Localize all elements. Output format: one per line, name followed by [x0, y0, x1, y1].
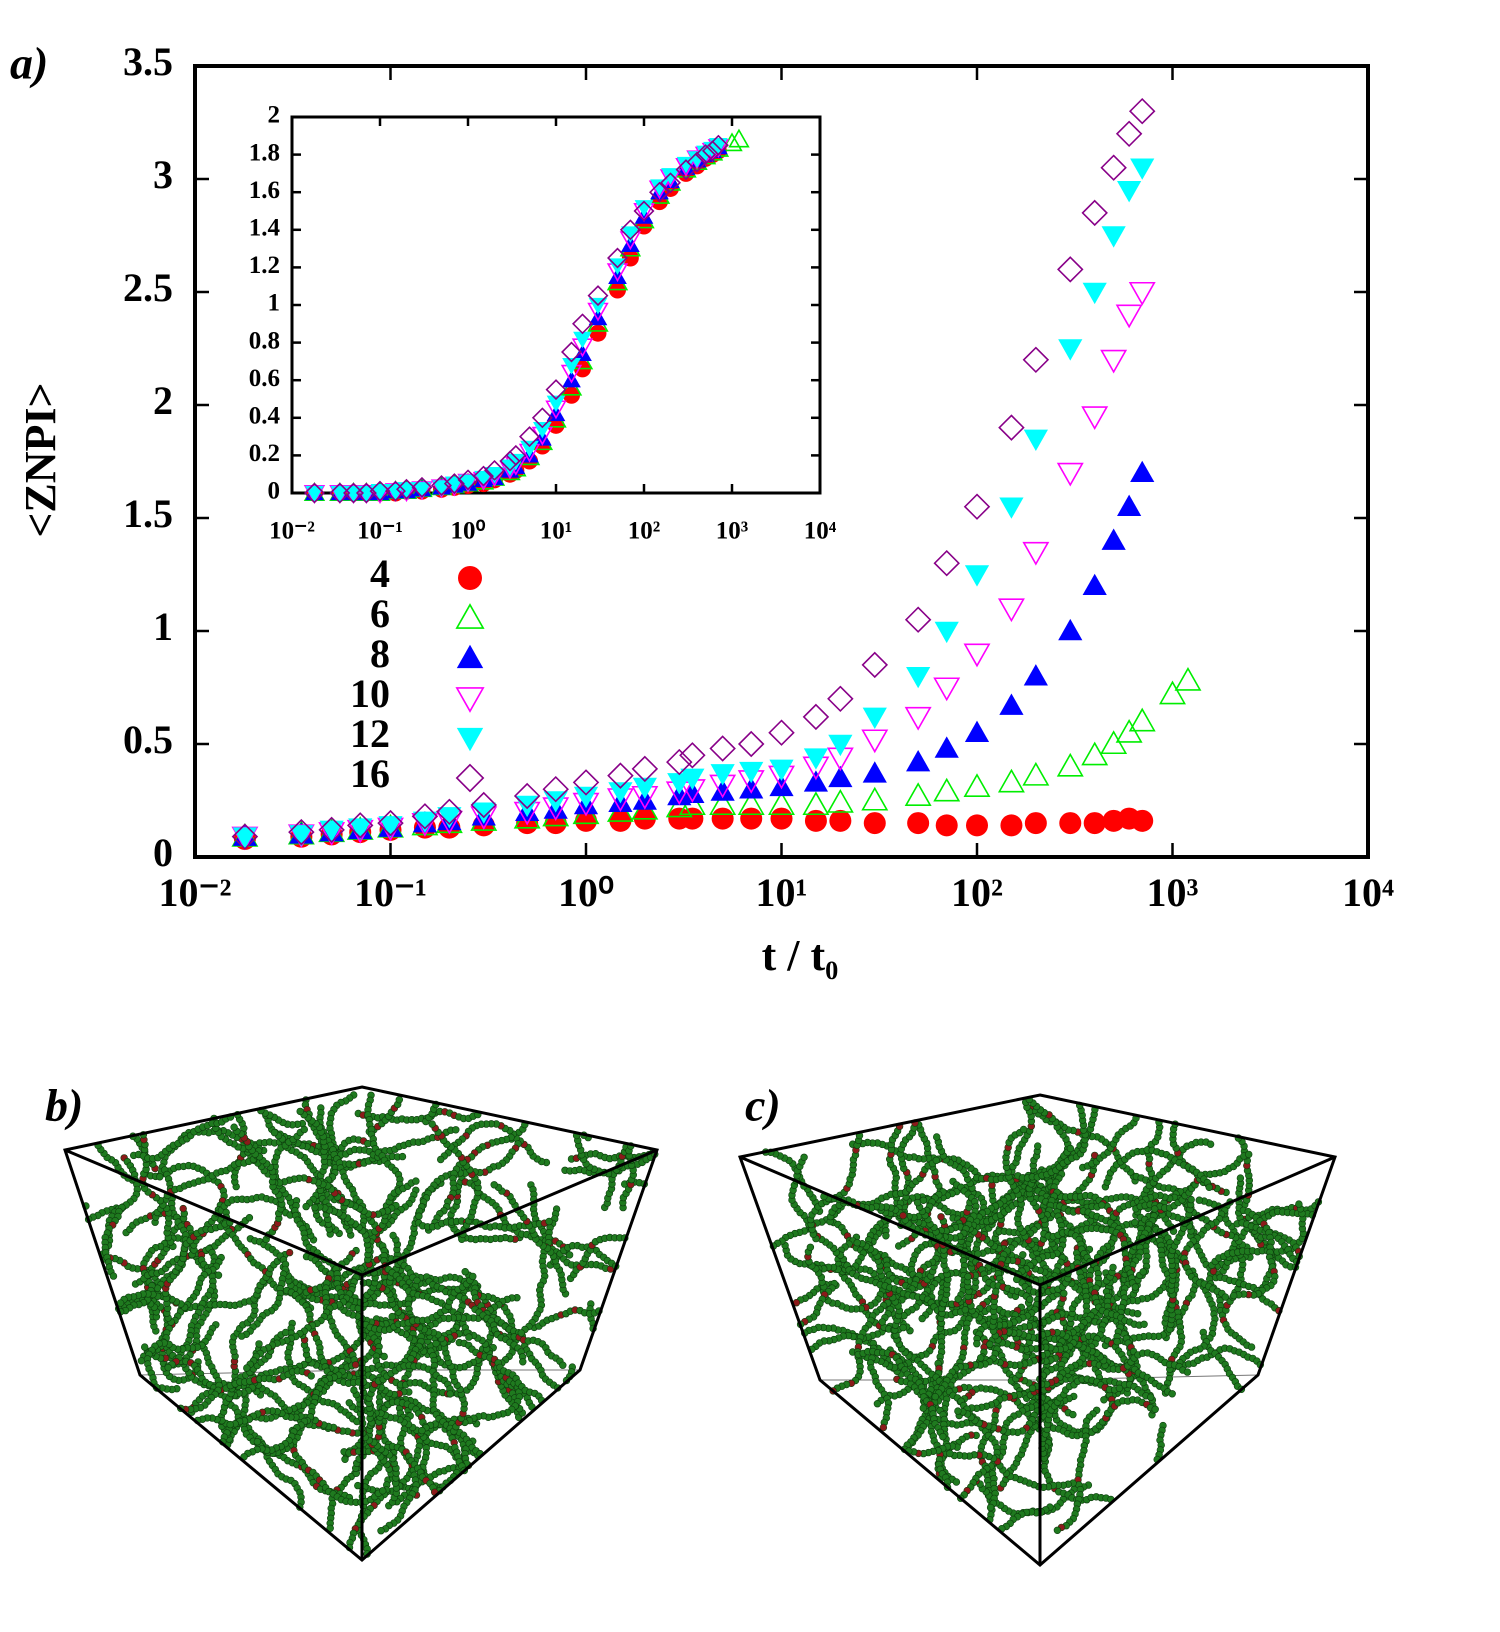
particle — [874, 1400, 881, 1407]
particle — [416, 1213, 423, 1220]
particle — [1110, 1264, 1117, 1271]
particle — [900, 1324, 907, 1331]
particle — [452, 1126, 459, 1133]
particle — [286, 1249, 293, 1256]
particle — [110, 1273, 117, 1280]
particle — [1169, 1390, 1176, 1397]
particle — [378, 1527, 385, 1534]
particle — [215, 1272, 222, 1279]
panel-label: c) — [745, 1080, 781, 1131]
particle — [518, 1330, 525, 1337]
particle — [243, 1365, 250, 1372]
particle — [1101, 1396, 1108, 1403]
particle — [429, 1121, 436, 1128]
particle — [491, 1181, 498, 1188]
x-axis-label: t / t₀ — [762, 931, 839, 980]
particle — [227, 1421, 234, 1428]
renderings — [65, 1087, 1335, 1565]
particle — [254, 1438, 261, 1445]
particle — [165, 1364, 172, 1371]
cube-edge — [362, 1150, 657, 1275]
particle — [156, 1173, 163, 1180]
particle — [342, 1456, 349, 1463]
particle — [138, 1357, 145, 1364]
particle — [566, 1252, 573, 1259]
particle — [1140, 1268, 1147, 1275]
particle — [433, 1340, 440, 1347]
panel-label: a) — [10, 38, 48, 89]
particle — [301, 1126, 308, 1133]
particle — [246, 1214, 253, 1221]
particle — [462, 1268, 469, 1275]
particle — [282, 1329, 289, 1336]
particle — [180, 1205, 187, 1212]
particle — [389, 1313, 396, 1320]
particle — [519, 1358, 526, 1365]
particle — [346, 1399, 353, 1406]
particle — [141, 1344, 148, 1351]
particle — [413, 1178, 420, 1185]
particle — [437, 1156, 444, 1163]
y-axis-label: <ZNPI> — [16, 382, 65, 537]
particle — [1248, 1344, 1255, 1351]
particle — [469, 1273, 476, 1280]
particle — [1196, 1197, 1203, 1204]
particle — [1060, 1290, 1067, 1297]
particle — [308, 1373, 315, 1380]
particle — [920, 1405, 927, 1412]
particle — [297, 1108, 304, 1115]
particle — [414, 1277, 421, 1284]
particle — [238, 1333, 245, 1340]
particle — [312, 1204, 319, 1211]
particle — [351, 1387, 358, 1394]
particle — [396, 1096, 403, 1103]
particle — [354, 1482, 361, 1489]
particle — [271, 1129, 278, 1136]
particle — [390, 1232, 397, 1239]
particle — [447, 1391, 454, 1398]
particle — [256, 1341, 263, 1348]
particle — [546, 1218, 553, 1225]
particle — [419, 1427, 426, 1434]
particle — [1131, 1219, 1138, 1226]
particle — [303, 1203, 310, 1210]
panel-label: b) — [45, 1080, 83, 1131]
particle — [1070, 1411, 1077, 1418]
particle — [379, 1487, 386, 1494]
particle — [352, 1361, 359, 1368]
particle — [381, 1353, 388, 1360]
particle — [399, 1153, 406, 1160]
particle — [466, 1334, 473, 1341]
particle — [231, 1124, 238, 1131]
particle — [408, 1355, 415, 1362]
particle — [559, 1362, 566, 1369]
